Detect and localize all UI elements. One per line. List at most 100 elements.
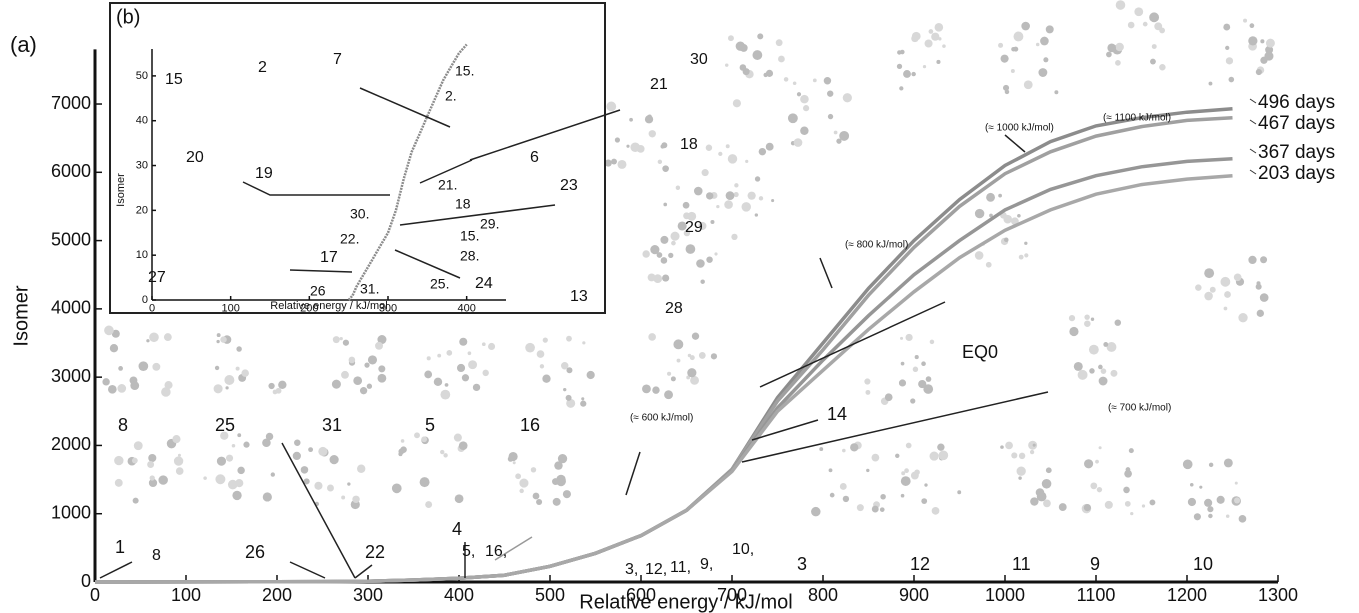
atom bbox=[566, 367, 573, 374]
atom bbox=[1199, 485, 1203, 489]
atom bbox=[1248, 36, 1258, 46]
y-tick-label: 2000 bbox=[51, 434, 91, 454]
atom bbox=[542, 337, 548, 343]
atom bbox=[114, 478, 123, 487]
atom bbox=[668, 252, 674, 259]
atom bbox=[1032, 443, 1036, 447]
atom bbox=[224, 375, 235, 385]
atom bbox=[682, 201, 690, 209]
atom bbox=[662, 165, 669, 172]
atom bbox=[566, 398, 576, 408]
atom bbox=[1043, 499, 1051, 508]
annotation: 28. bbox=[460, 248, 479, 264]
annotation: (≈ 700 kJ/mol) bbox=[1108, 403, 1171, 414]
atom bbox=[758, 196, 764, 201]
atom bbox=[331, 379, 341, 389]
x-tick-label: 100 bbox=[221, 303, 239, 315]
atom bbox=[900, 336, 904, 340]
atom bbox=[700, 279, 705, 284]
atom bbox=[341, 370, 349, 379]
atom bbox=[829, 492, 835, 498]
x-tick-label: 100 bbox=[171, 585, 201, 605]
atom bbox=[1238, 312, 1248, 323]
atom bbox=[454, 494, 464, 504]
atom bbox=[1224, 291, 1231, 298]
atom bbox=[929, 339, 935, 345]
atom bbox=[937, 443, 945, 451]
atom bbox=[375, 341, 383, 350]
atom bbox=[696, 259, 705, 268]
atom bbox=[754, 213, 759, 217]
atom bbox=[827, 113, 834, 120]
atom bbox=[582, 341, 586, 345]
atom bbox=[648, 333, 656, 341]
atom bbox=[836, 138, 842, 144]
atom bbox=[554, 461, 563, 470]
atom bbox=[314, 481, 323, 490]
atom bbox=[581, 397, 585, 401]
atom bbox=[899, 86, 904, 91]
atom bbox=[1095, 459, 1099, 464]
atom bbox=[914, 355, 919, 360]
atom bbox=[1018, 476, 1022, 480]
atom bbox=[921, 498, 928, 504]
atom bbox=[850, 443, 859, 452]
atom bbox=[1010, 69, 1015, 73]
atom bbox=[1024, 253, 1029, 258]
atom bbox=[458, 441, 468, 450]
atom bbox=[670, 376, 676, 382]
atom bbox=[536, 498, 543, 506]
series-label: 203 days bbox=[1258, 163, 1335, 184]
atom bbox=[924, 483, 928, 487]
atom bbox=[131, 457, 138, 464]
atom bbox=[731, 233, 738, 241]
atom bbox=[630, 142, 641, 153]
annotation: 17 bbox=[320, 249, 338, 266]
atom bbox=[724, 200, 733, 209]
atom bbox=[796, 92, 802, 97]
atom bbox=[1045, 467, 1052, 474]
y-tick-label: 0 bbox=[81, 571, 91, 591]
atom bbox=[1018, 452, 1026, 460]
atom bbox=[754, 176, 761, 182]
atom bbox=[1223, 306, 1228, 311]
atom bbox=[934, 23, 944, 32]
y-tick-label: 30 bbox=[136, 159, 148, 171]
atom bbox=[133, 441, 143, 451]
atom bbox=[102, 378, 110, 386]
annotation: 9 bbox=[1090, 554, 1100, 574]
atom bbox=[1023, 80, 1033, 90]
atom bbox=[1255, 68, 1262, 76]
atom bbox=[922, 64, 927, 69]
atom bbox=[900, 493, 905, 498]
atom bbox=[231, 443, 236, 448]
atom bbox=[741, 202, 751, 212]
atom bbox=[864, 378, 871, 385]
atom bbox=[685, 244, 696, 254]
atom bbox=[1115, 60, 1121, 66]
annotation: 25. bbox=[430, 276, 449, 292]
series-line bbox=[94, 173, 1233, 584]
atom bbox=[1223, 23, 1231, 31]
atom bbox=[653, 274, 663, 283]
leader bbox=[759, 301, 946, 388]
atom bbox=[437, 353, 442, 358]
atom bbox=[986, 192, 995, 202]
annotation: 10, bbox=[732, 541, 754, 558]
atom bbox=[629, 117, 633, 122]
atom bbox=[1028, 440, 1038, 450]
atom bbox=[1125, 467, 1131, 472]
atom bbox=[1096, 486, 1103, 493]
atom bbox=[918, 379, 927, 389]
atom bbox=[512, 461, 516, 465]
atom bbox=[1090, 317, 1095, 321]
atom bbox=[1000, 54, 1009, 63]
atom bbox=[677, 221, 687, 231]
atom bbox=[775, 39, 783, 47]
x-tick-label: 700 bbox=[717, 585, 747, 605]
atom bbox=[262, 492, 272, 502]
atom bbox=[539, 364, 545, 369]
atom bbox=[911, 71, 916, 77]
atom bbox=[1073, 361, 1083, 371]
atom bbox=[1243, 18, 1248, 23]
